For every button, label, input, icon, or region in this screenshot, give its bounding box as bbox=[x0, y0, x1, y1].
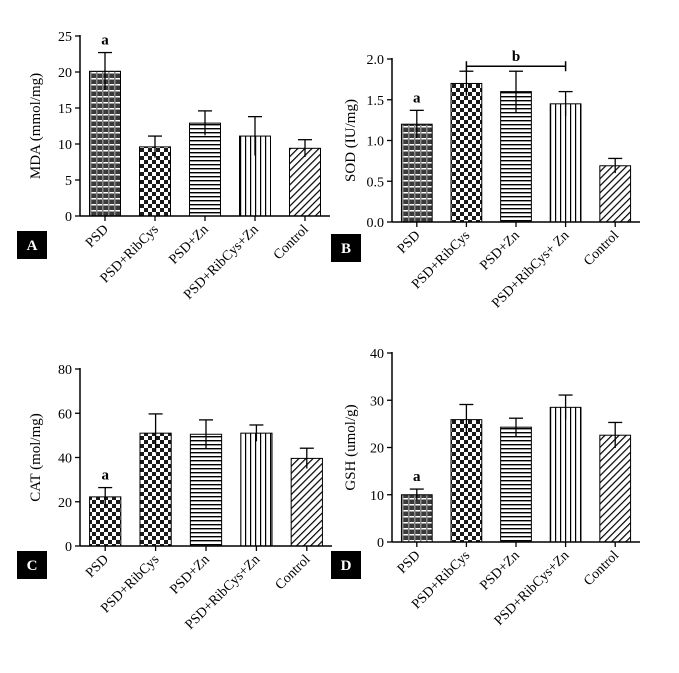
y-axis-label: GSH (umol/g) bbox=[343, 404, 359, 490]
x-tick-label: Control bbox=[273, 552, 314, 593]
x-tick-label: Control bbox=[581, 548, 622, 589]
x-tick-label: PSD+Zn bbox=[477, 228, 522, 273]
bar-4 bbox=[289, 147, 321, 217]
bar-4 bbox=[290, 457, 323, 547]
y-tick-label: 20 bbox=[58, 496, 72, 511]
y-tick-label: 1.0 bbox=[367, 135, 385, 150]
bar-0 bbox=[400, 123, 433, 223]
y-tick-label: 1.5 bbox=[367, 94, 385, 109]
y-tick-label: 60 bbox=[58, 407, 72, 422]
significance-label: a bbox=[413, 469, 421, 485]
panel-label-box bbox=[17, 231, 47, 259]
bar-2 bbox=[189, 433, 223, 547]
bar-2 bbox=[500, 426, 532, 543]
y-tick-label: 0.0 bbox=[367, 216, 385, 231]
x-tick-label: PSD bbox=[83, 552, 112, 581]
bar-0 bbox=[400, 494, 433, 543]
significance-label: b bbox=[512, 49, 520, 65]
panel-label: A bbox=[27, 238, 38, 254]
panel-label: C bbox=[27, 558, 38, 574]
panel-label: B bbox=[341, 241, 351, 257]
y-tick-label: 20 bbox=[370, 442, 384, 457]
bar-2 bbox=[189, 122, 221, 217]
y-tick-label: 40 bbox=[370, 347, 384, 362]
bar-3 bbox=[549, 406, 582, 543]
panel-label-box bbox=[331, 551, 361, 579]
y-tick-label: 10 bbox=[58, 138, 72, 153]
x-tick-label: PSD+Zn bbox=[166, 222, 211, 267]
y-tick-label: 0.5 bbox=[367, 175, 385, 190]
x-tick-label: Control bbox=[271, 222, 312, 263]
bar-3 bbox=[240, 432, 273, 547]
y-tick-label: 80 bbox=[58, 363, 72, 378]
x-tick-label: Control bbox=[581, 228, 622, 269]
y-tick-label: 5 bbox=[65, 174, 72, 189]
y-tick-label: 0 bbox=[377, 536, 384, 551]
bar-3 bbox=[549, 103, 582, 223]
bar-1 bbox=[450, 82, 483, 223]
y-tick-label: 0 bbox=[65, 540, 72, 555]
x-tick-label: PSD+Zn bbox=[477, 548, 522, 593]
panel-label: D bbox=[341, 558, 352, 574]
bar-2 bbox=[500, 91, 532, 223]
x-tick-label: PSD bbox=[83, 222, 112, 251]
y-axis-label: SOD (IU/mg) bbox=[343, 99, 359, 182]
bar-1 bbox=[139, 146, 171, 217]
y-tick-label: 20 bbox=[58, 66, 72, 81]
bar-4 bbox=[599, 165, 632, 223]
x-tick-label: PSD bbox=[395, 228, 424, 257]
y-axis-label: MDA (mmol/mg) bbox=[28, 73, 44, 179]
significance-label: a bbox=[101, 468, 109, 484]
y-tick-label: 2.0 bbox=[367, 53, 385, 68]
x-tick-label: PSD bbox=[395, 548, 424, 577]
significance-label: a bbox=[413, 90, 421, 106]
y-tick-label: 10 bbox=[370, 489, 384, 504]
bar-1 bbox=[450, 419, 483, 543]
y-tick-label: 30 bbox=[370, 394, 384, 409]
y-axis-label: CAT (mol/mg) bbox=[28, 413, 44, 501]
y-tick-label: 0 bbox=[65, 210, 72, 225]
panel-label-box bbox=[17, 551, 47, 579]
y-tick-label: 25 bbox=[58, 30, 72, 45]
significance-label: a bbox=[101, 33, 109, 49]
bar-0 bbox=[89, 70, 121, 217]
y-tick-label: 15 bbox=[58, 102, 72, 117]
panel-label-box bbox=[331, 234, 361, 262]
bar-4 bbox=[599, 434, 632, 543]
y-tick-label: 40 bbox=[58, 452, 72, 467]
x-tick-label: PSD+Zn bbox=[167, 552, 212, 597]
